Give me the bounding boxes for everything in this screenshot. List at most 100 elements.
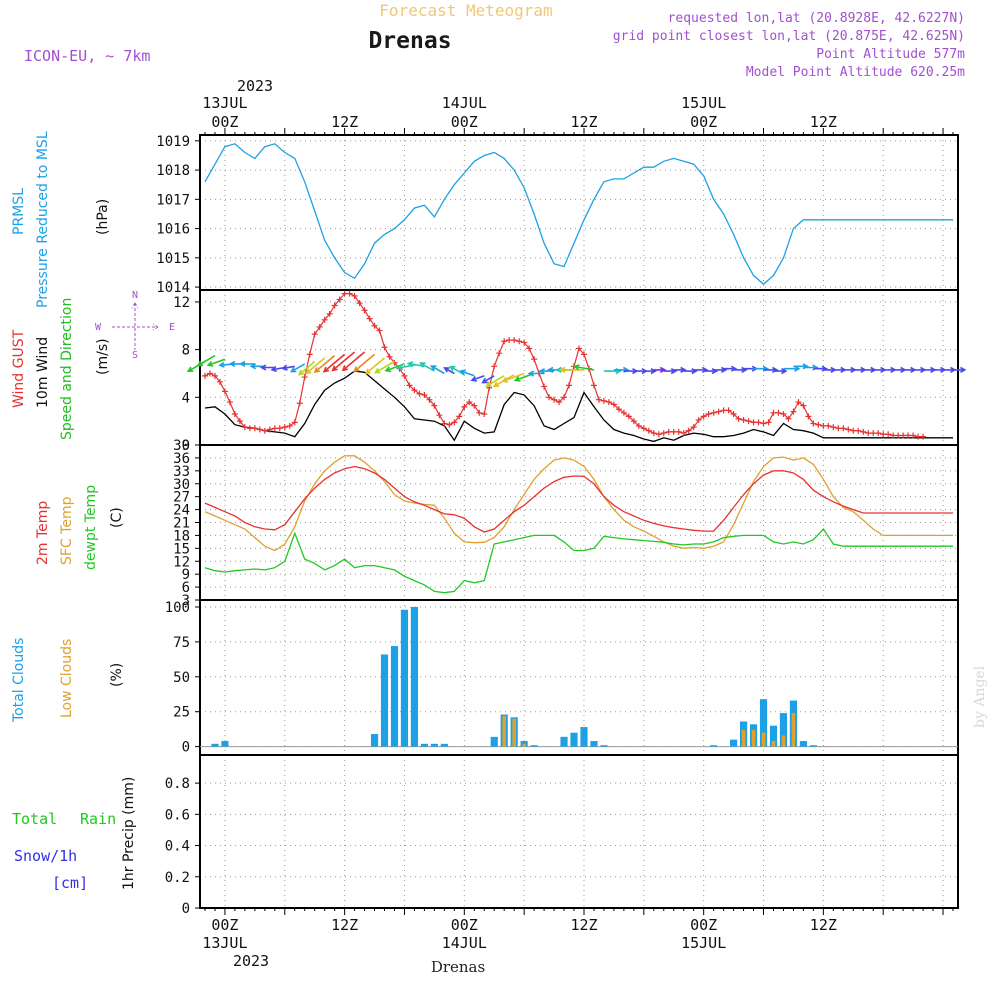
total-cloud-bar — [600, 745, 608, 747]
y-tick-label: 0 — [182, 901, 190, 917]
low-cloud-bar — [522, 743, 526, 747]
bottom-day-label: 13JUL — [202, 934, 247, 952]
wind-direction-arrow — [459, 369, 475, 377]
gust-marker — [860, 428, 867, 435]
bottom-hour-label: 00Z — [690, 916, 717, 934]
bottom-hour-label: 12Z — [331, 916, 358, 934]
compass-e: E — [169, 322, 175, 333]
low-cloud-bar — [502, 715, 506, 747]
location-title: Drenas — [368, 28, 451, 54]
y-tick-label: 8 — [182, 343, 190, 359]
wind-direction-arrow — [259, 364, 275, 371]
total-cloud-bar — [570, 732, 578, 747]
wind-direction-arrow — [733, 366, 748, 374]
y-tick-label: 9 — [182, 567, 190, 583]
wind-direction-arrow — [239, 360, 255, 367]
wind-direction-arrow — [485, 375, 505, 387]
total-cloud-bar — [560, 736, 568, 747]
precip-panel: 0 0.2 0.4 0.6 0.8 — [165, 754, 959, 917]
gust-marker — [855, 427, 862, 434]
y-tick-label: 0.2 — [165, 870, 190, 886]
gust-marker — [461, 403, 468, 410]
gust-marker — [690, 424, 697, 431]
gust-marker — [566, 382, 573, 389]
compass-n: N — [132, 290, 138, 301]
pressure-msl-label: Pressure Reduced to MSL — [35, 131, 51, 308]
dewpt-temp-label: dewpt Temp — [83, 485, 99, 570]
gust-marker — [595, 396, 602, 403]
gust-marker — [301, 374, 308, 381]
gust-marker — [885, 431, 892, 438]
gust-marker — [675, 428, 682, 435]
wind-direction-arrow — [783, 365, 801, 372]
y-tick-label: 1016 — [156, 222, 190, 238]
total-cloud-bar — [530, 745, 538, 747]
gust-marker — [730, 411, 737, 417]
temp2m-line — [204, 465, 953, 533]
snow-label: Snow/1h — [14, 847, 77, 865]
requested-point: requested lon,lat (20.8928E, 42.6227N) — [668, 11, 965, 26]
y-tick-label: 1015 — [156, 251, 190, 267]
low-cloud-bar — [781, 735, 786, 747]
prmsl-line — [204, 143, 953, 286]
gust-marker — [725, 407, 732, 414]
wind-direction-arrow — [953, 366, 967, 374]
gust-marker — [805, 413, 812, 420]
y-tick-label: 21 — [173, 516, 190, 532]
gust-marker — [531, 356, 538, 363]
y-tick-label: 18 — [173, 528, 190, 544]
gust-marker — [406, 382, 413, 389]
bottom-hour-label: 12Z — [810, 916, 837, 934]
gust-marker — [371, 322, 378, 329]
gust-marker — [645, 427, 652, 434]
gust-marker — [715, 408, 722, 415]
wind-direction-arrow — [305, 357, 326, 375]
pressure-panel: 1014 1015 1016 1017 1018 1019 — [156, 134, 959, 296]
wind-direction-arrow — [643, 367, 657, 375]
gust-marker — [276, 425, 283, 432]
gust-marker — [216, 378, 223, 385]
wind-direction-arrow — [713, 366, 728, 373]
gust-marker — [875, 430, 882, 437]
top-hour-label: 12Z — [570, 113, 597, 131]
top-hour-label: 00Z — [211, 113, 238, 131]
dewpt-line — [204, 527, 953, 594]
y-tick-label: 50 — [173, 670, 190, 686]
bottom-hour-label: 00Z — [451, 916, 478, 934]
gust-marker — [456, 413, 463, 420]
low-cloud-bar — [771, 741, 776, 747]
total-cloud-bar — [400, 609, 409, 747]
y-tick-label: 15 — [173, 541, 190, 557]
total-clouds-label: Total Clouds — [11, 638, 27, 723]
wind-direction-arrow — [206, 358, 226, 367]
gust-marker — [576, 345, 582, 352]
compass-s: S — [132, 350, 138, 361]
gust-marker — [920, 433, 927, 440]
gust-marker — [346, 290, 353, 297]
gust-marker — [785, 415, 792, 422]
gust-marker — [386, 353, 393, 360]
gust-marker — [261, 427, 268, 434]
wind-labels: Wind GUST 10m Wind Speed and Direction (… — [11, 290, 175, 440]
gust-marker — [561, 394, 568, 401]
y-tick-label: 4 — [182, 390, 190, 406]
bottom-year-label: 2023 — [233, 952, 269, 970]
gust-marker — [660, 430, 667, 437]
cloud-labels: Total Clouds Low Clouds (%) — [11, 638, 125, 723]
total-cloud-bar — [221, 741, 229, 747]
gust-marker — [655, 431, 662, 438]
gust-marker — [910, 432, 917, 439]
gust-marker — [755, 419, 762, 426]
gust-marker — [366, 315, 373, 322]
point-altitude: Point Altitude 577m — [816, 47, 965, 62]
y-tick-label: 100 — [165, 600, 190, 616]
bottom-hour-label: 00Z — [211, 916, 238, 934]
pressure-labels: PRMSL Pressure Reduced to MSL (hPa) — [11, 131, 111, 308]
total-cloud-bar — [779, 713, 788, 747]
wind-direction-arrow — [573, 364, 595, 371]
gust-marker — [580, 351, 587, 358]
top-hour-label: 12Z — [331, 113, 358, 131]
gust-marker — [680, 430, 687, 437]
gust-marker — [765, 419, 772, 426]
